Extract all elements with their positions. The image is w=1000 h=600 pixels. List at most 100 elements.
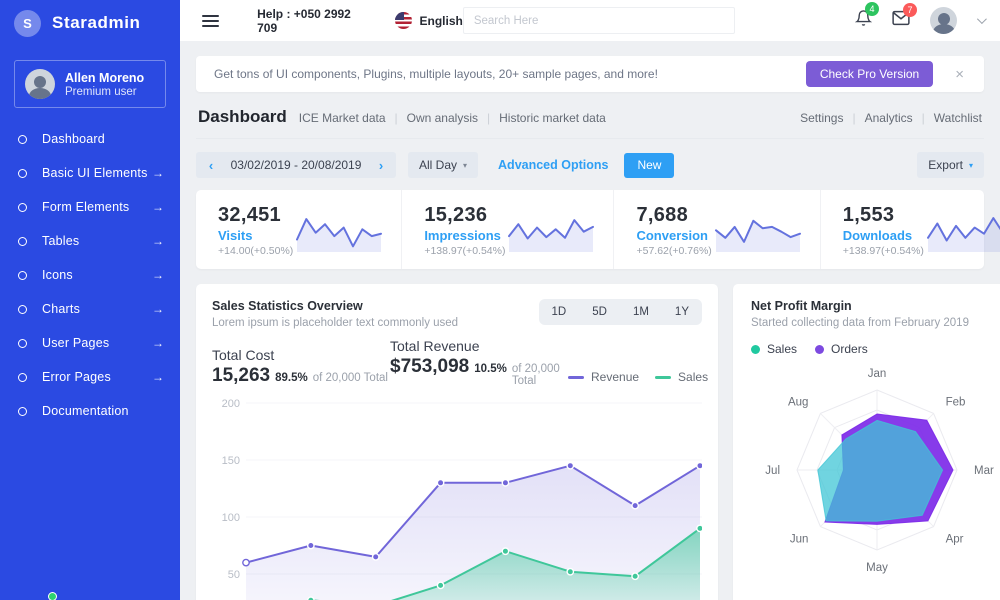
sidebar-item-icons[interactable]: Icons → [0, 258, 180, 292]
revenue-legend-dash [568, 375, 584, 379]
sales-legend-dash [655, 375, 672, 379]
profile-name: Allen Moreno [65, 70, 145, 85]
menu-toggle-icon[interactable] [202, 14, 220, 27]
svg-text:May: May [866, 562, 888, 574]
sidebar-item-form-elements[interactable]: Form Elements → [0, 190, 180, 224]
submenu-arrow-icon: → [152, 200, 164, 214]
separator [395, 111, 398, 125]
submenu-arrow-icon: → [152, 166, 164, 180]
brand[interactable]: S Staradmin [0, 0, 180, 46]
svg-text:Jul: Jul [765, 465, 780, 477]
notification-badge: 4 [865, 2, 879, 16]
conversion-sparkline-chart [714, 219, 801, 252]
svg-text:Feb: Feb [946, 396, 966, 408]
line-chart-legend: Revenue Sales [568, 370, 708, 387]
close-icon[interactable]: × [955, 65, 964, 83]
sidebar-item-error-pages[interactable]: Error Pages → [0, 360, 180, 394]
advanced-options-link[interactable]: Advanced Options [498, 158, 609, 172]
new-button[interactable]: New [624, 152, 675, 178]
link-own-analysis[interactable]: Own analysis [406, 111, 478, 125]
sidebar-item-user-pages[interactable]: User Pages → [0, 326, 180, 360]
range-1y-button[interactable]: 1Y [662, 299, 702, 325]
caret-down-icon: ▾ [463, 160, 468, 170]
stats-card: 32,451 Visits +14.00(+0.50%) 15,236 Impr… [196, 190, 1000, 269]
range-1m-button[interactable]: 1M [620, 299, 662, 325]
help-phone: Help : +050 2992 709 [257, 6, 351, 35]
stat-downloads: 1,553 Downloads +138.97(+0.54%) [819, 190, 1000, 269]
date-range-picker: ‹ 03/02/2019 - 20/08/2019 › [196, 152, 396, 178]
sidebar-item-documentation[interactable]: Documentation [0, 394, 180, 428]
svg-text:Aug: Aug [788, 396, 808, 408]
bell-icon [854, 10, 873, 26]
topbar-avatar[interactable] [930, 7, 957, 34]
profile-chevron-down-icon[interactable] [976, 14, 987, 25]
us-flag-icon [394, 12, 412, 29]
net-card-subtitle: Started collecting data from February 20… [751, 317, 969, 329]
topbar: Help : +050 2992 709 English 4 7 [180, 0, 1000, 42]
circle-icon [18, 236, 27, 246]
link-settings[interactable]: Settings [800, 111, 844, 125]
message-badge: 7 [903, 3, 917, 17]
sidebar-item-tables[interactable]: Tables → [0, 224, 180, 258]
range-1d-button[interactable]: 1D [539, 299, 580, 325]
sales-card-title: Sales Statistics Overview [212, 299, 363, 313]
link-historic-market-data[interactable]: Historic market data [499, 111, 606, 125]
online-status-dot [48, 592, 57, 600]
content: Get tons of UI components, Plugins, mult… [180, 42, 1000, 600]
circle-icon [18, 372, 27, 382]
date-prev-button[interactable]: ‹ [208, 157, 214, 173]
submenu-arrow-icon: → [152, 234, 164, 248]
sidebar-profile[interactable]: Allen Moreno Premium user [14, 60, 166, 600]
separator [852, 111, 855, 125]
link-watchlist[interactable]: Watchlist [933, 111, 982, 125]
sidebar-nav: Dashboard Basic UI Elements → Form Eleme… [0, 122, 180, 428]
date-next-button[interactable]: › [378, 157, 384, 173]
sidebar: S Staradmin Allen Moreno Premium user Da… [0, 0, 180, 600]
circle-icon [18, 406, 27, 416]
svg-text:Jan: Jan [868, 368, 887, 380]
notifications-button[interactable]: 4 [854, 2, 879, 32]
export-dropdown[interactable]: Export ▾ [917, 152, 984, 178]
profile-role: Premium user [65, 86, 137, 99]
link-analytics[interactable]: Analytics [864, 111, 913, 125]
net-card-title: Net Profit Margin [751, 299, 852, 313]
submenu-arrow-icon: → [152, 336, 164, 350]
logo-icon: S [14, 9, 41, 37]
promo-banner: Get tons of UI components, Plugins, mult… [196, 56, 984, 92]
svg-text:50: 50 [228, 569, 240, 581]
net-profit-margin-card: Net Profit Margin Started collecting dat… [733, 284, 1000, 600]
sidebar-item-charts[interactable]: Charts → [0, 292, 180, 326]
sidebar-item-dashboard[interactable]: Dashboard [0, 122, 180, 156]
user-avatar [25, 69, 55, 99]
all-day-dropdown[interactable]: All Day ▾ [408, 152, 479, 178]
caret-down-icon: ▾ [968, 160, 973, 170]
sales-statistics-line-chart: 200 150 100 50 [222, 398, 702, 600]
controls-row: ‹ 03/02/2019 - 20/08/2019 › All Day ▾ Ad… [196, 152, 984, 178]
separator [487, 111, 490, 125]
circle-icon [18, 304, 27, 314]
range-selector: 1D 5D 1M 1Y [538, 299, 702, 325]
check-pro-version-button[interactable]: Check Pro Version [805, 61, 934, 87]
submenu-arrow-icon: → [152, 370, 164, 384]
radar-legend: Sales Orders [751, 342, 1000, 356]
promo-text: Get tons of UI components, Plugins, mult… [214, 67, 658, 81]
svg-text:100: 100 [222, 512, 240, 524]
brand-name: Staradmin [52, 13, 141, 32]
circle-icon [18, 168, 27, 178]
sidebar-item-basic-ui-elements[interactable]: Basic UI Elements → [0, 156, 180, 190]
stat-visits: 32,451 Visits +14.00(+0.50%) [196, 190, 401, 269]
svg-text:150: 150 [222, 455, 240, 467]
orders-legend-dot [815, 344, 825, 354]
language-selector[interactable]: English [394, 12, 463, 29]
stat-impressions: 15,236 Impressions +138.97(+0.54%) [401, 190, 613, 269]
circle-icon [18, 270, 27, 280]
link-ice-market-data[interactable]: ICE Market data [298, 111, 386, 125]
search-input[interactable] [462, 7, 735, 34]
net-profit-radar-chart: Jan Feb Mar Apr May Jun Jul Aug [765, 368, 994, 574]
visits-sparkline-chart [296, 217, 383, 252]
submenu-arrow-icon: → [152, 268, 164, 282]
date-range-value[interactable]: 03/02/2019 - 20/08/2019 [230, 158, 362, 172]
submenu-arrow-icon: → [152, 302, 164, 316]
messages-button[interactable]: 7 [892, 3, 917, 31]
range-5d-button[interactable]: 5D [579, 299, 620, 325]
